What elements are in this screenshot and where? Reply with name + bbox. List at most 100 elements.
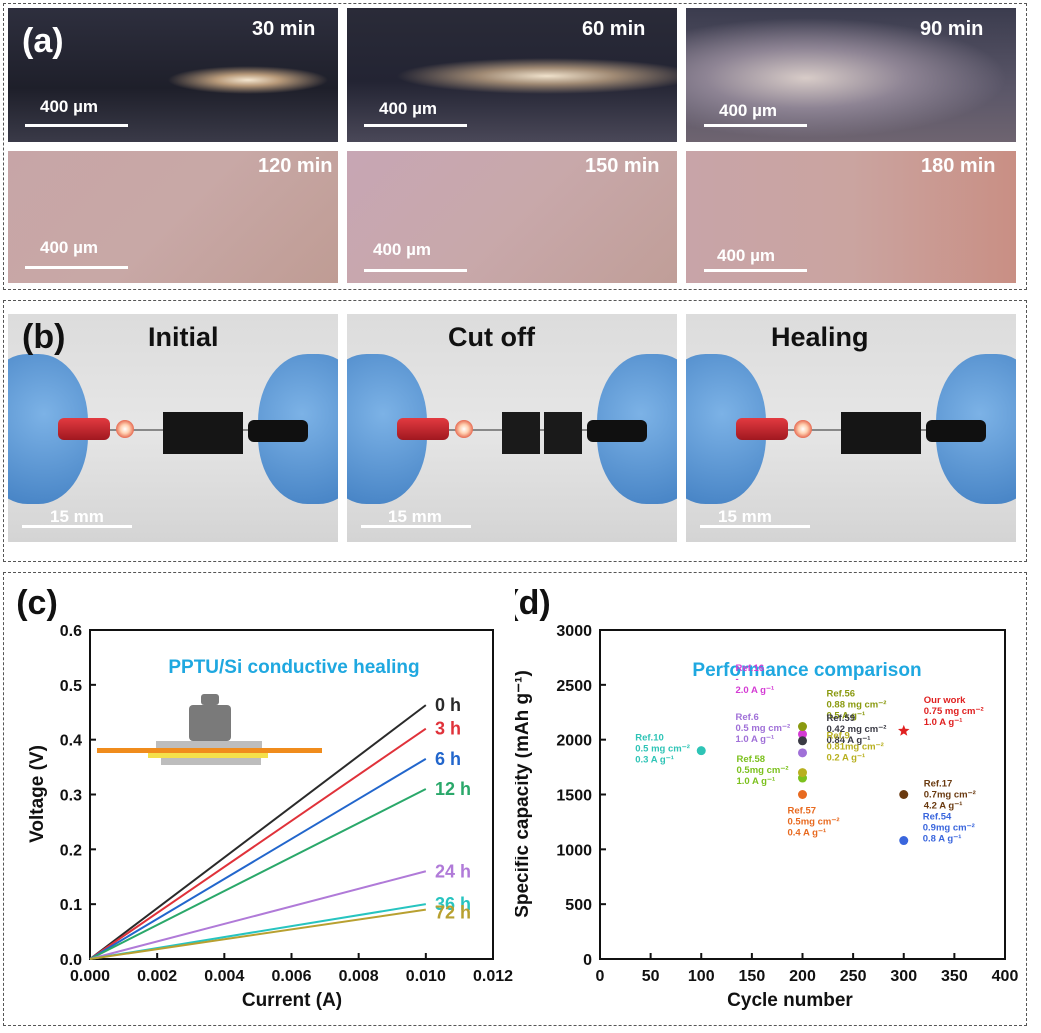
data-point [899,836,908,845]
y-tick-label: 0.4 [60,733,82,750]
micrograph-time-label: 90 min [920,18,983,41]
black-clip [248,420,308,442]
black-tape [841,412,921,454]
data-point-label: 0.75 mg cm⁻² [924,706,984,717]
data-point-label: Our work [924,695,966,706]
scale-bar-label: 400 µm [373,240,431,260]
led [116,420,134,438]
series-label: 0 h [435,695,461,715]
inset-wire [97,748,322,753]
y-tick-label: 0.1 [60,897,82,914]
x-tick-label: 150 [739,968,766,985]
series-label: 12 h [435,779,471,799]
data-point [798,748,807,757]
data-point-star [898,725,910,736]
data-point-label: 0.8 A g⁻¹ [923,834,962,845]
x-tick-label: 0.004 [204,968,244,985]
scale-bar-label: 15 mm [718,507,772,527]
series-line [90,759,426,959]
x-tick-label: 350 [941,968,968,985]
scale-bar-label: 15 mm [50,507,104,527]
x-tick-label: 0.012 [473,968,513,985]
data-point [697,746,706,755]
y-tick-label: 3000 [556,623,592,640]
scale-bar [364,124,467,127]
data-point-label: 0.4 A g⁻¹ [788,828,827,839]
chart-title: PPTU/Si conductive healing [168,657,419,678]
red-clip [397,418,449,440]
panel-d-label: (d) [515,584,551,622]
micrograph-time-label: 60 min [582,18,645,41]
data-point-label: Ref.6 [736,712,759,723]
y-axis-label: Specific capacity (mAh g⁻¹) [515,670,533,918]
chart-title: Performance comparison [692,660,921,681]
x-tick-label: 0.000 [70,968,110,985]
inset-layer [148,753,268,758]
x-axis-label: Cycle number [727,990,853,1011]
red-clip [736,418,788,440]
data-point-label: 0.2 A g⁻¹ [827,753,866,764]
circuit-photo-title: Healing [771,322,869,353]
data-point [798,790,807,799]
x-tick-label: 0.002 [137,968,177,985]
y-tick-label: 500 [565,897,592,914]
y-tick-label: 2500 [556,678,592,695]
led [794,420,812,438]
data-point-label: 2.0 A g⁻¹ [736,685,775,696]
panel-c-label: (c) [16,584,58,622]
data-point [899,790,908,799]
data-point-label: 1.0 A g⁻¹ [736,734,775,745]
black-clip [587,420,647,442]
black-clip [926,420,986,442]
micrograph-time-label: 120 min [258,155,332,178]
micrograph-time-label: 180 min [921,155,995,178]
y-tick-label: 0 [583,952,592,969]
chart-performance-comparison: (d) 0 50 100 150 200 250 300 350 400 0 500 1000 1500 2… [515,572,1035,1027]
x-tick-label: 100 [688,968,715,985]
scale-bar [25,266,128,269]
panel-b-label: (b) [22,318,65,357]
scale-bar-label: 400 µm [40,238,98,258]
data-point-label: 4.2 A g⁻¹ [924,801,963,812]
inset-plate-bottom [161,758,261,765]
data-point-label: Ref.56 [827,689,856,700]
data-point-label: 0.5mg cm⁻² [737,765,789,776]
x-tick-label: 0.006 [271,968,311,985]
data-point-label: 0.9mg cm⁻² [923,823,975,834]
scale-bar-label: 400 µm [379,99,437,119]
y-tick-label: 2000 [556,733,592,750]
data-point [798,768,807,777]
data-point-label: 0.88 mg cm⁻² [827,700,887,711]
x-tick-label: 0 [596,968,605,985]
inset-plate-top [156,741,262,748]
black-tape-right [544,412,582,454]
data-point-label: 0.7mg cm⁻² [924,790,976,801]
data-point-label: Ref.9 [827,731,850,742]
data-point-label: - [736,674,739,685]
x-tick-label: 0.008 [339,968,379,985]
x-tick-label: 0.010 [406,968,446,985]
y-tick-label: 0.0 [60,952,82,969]
weight-icon [189,705,231,741]
data-point-label: Ref.10 [635,733,664,744]
black-tape-left [502,412,540,454]
micrograph-time-label: 30 min [252,18,315,41]
series-line [90,871,426,959]
data-point-label: 1.0 A g⁻¹ [737,776,776,787]
data-point-label: 0.5 mg cm⁻² [635,744,690,755]
y-tick-label: 1500 [556,788,592,805]
data-point [798,736,807,745]
panel-a-label: (a) [22,22,64,61]
circuit-photo-title: Initial [148,322,219,353]
y-tick-label: 0.6 [60,623,82,640]
weight-handle-icon [201,694,219,705]
data-point-label: Ref.16 [736,663,765,674]
scale-bar-label: 400 µm [719,101,777,121]
series-label: 72 h [435,902,471,922]
x-tick-label: 200 [789,968,816,985]
scale-bar-label: 15 mm [388,507,442,527]
data-point-label: Ref.59 [827,713,856,724]
scale-bar-label: 400 µm [717,246,775,266]
scale-bar [364,269,467,272]
plot-frame [90,630,493,959]
